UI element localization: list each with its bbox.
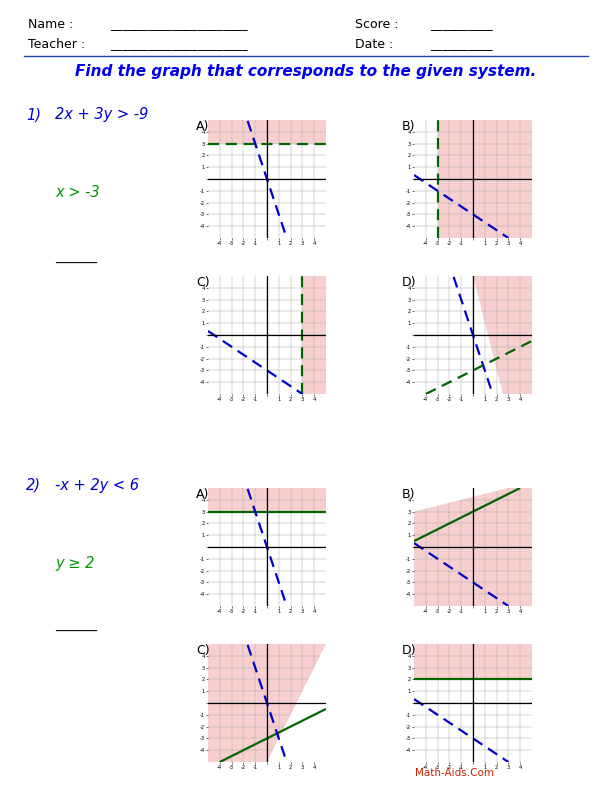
Text: A): A) (196, 120, 209, 133)
Polygon shape (267, 644, 326, 762)
Text: C): C) (196, 276, 210, 289)
Polygon shape (208, 120, 326, 143)
Text: Score :: Score : (355, 18, 398, 31)
Text: ______: ______ (55, 618, 97, 632)
Polygon shape (208, 488, 326, 512)
Text: B): B) (402, 488, 416, 501)
Polygon shape (414, 644, 532, 680)
Text: A): A) (196, 488, 209, 501)
Text: ______: ______ (55, 250, 97, 264)
Polygon shape (302, 276, 326, 394)
Text: Math-Aids.Com: Math-Aids.Com (415, 768, 494, 778)
Text: 2): 2) (26, 478, 41, 493)
Text: ______________________: ______________________ (110, 18, 247, 31)
Text: Teacher :: Teacher : (28, 38, 85, 51)
Polygon shape (208, 644, 326, 762)
Text: x > -3: x > -3 (55, 185, 100, 200)
Text: Find the graph that corresponds to the given system.: Find the graph that corresponds to the g… (75, 64, 537, 79)
Text: -x + 2y < 6: -x + 2y < 6 (55, 478, 139, 493)
Text: D): D) (402, 276, 417, 289)
Text: __________: __________ (430, 18, 493, 31)
Text: __________: __________ (430, 38, 493, 51)
Polygon shape (414, 482, 532, 606)
Text: 1): 1) (26, 107, 41, 122)
Text: ______________________: ______________________ (110, 38, 247, 51)
Polygon shape (414, 482, 532, 512)
Text: C): C) (196, 644, 210, 657)
Text: B): B) (402, 120, 416, 133)
Polygon shape (438, 120, 532, 238)
Text: Name :: Name : (28, 18, 73, 31)
Text: 2x + 3y > -9: 2x + 3y > -9 (55, 107, 148, 122)
Text: y ≥ 2: y ≥ 2 (55, 556, 94, 571)
Text: D): D) (402, 644, 417, 657)
Text: Date :: Date : (355, 38, 394, 51)
Polygon shape (473, 276, 532, 394)
